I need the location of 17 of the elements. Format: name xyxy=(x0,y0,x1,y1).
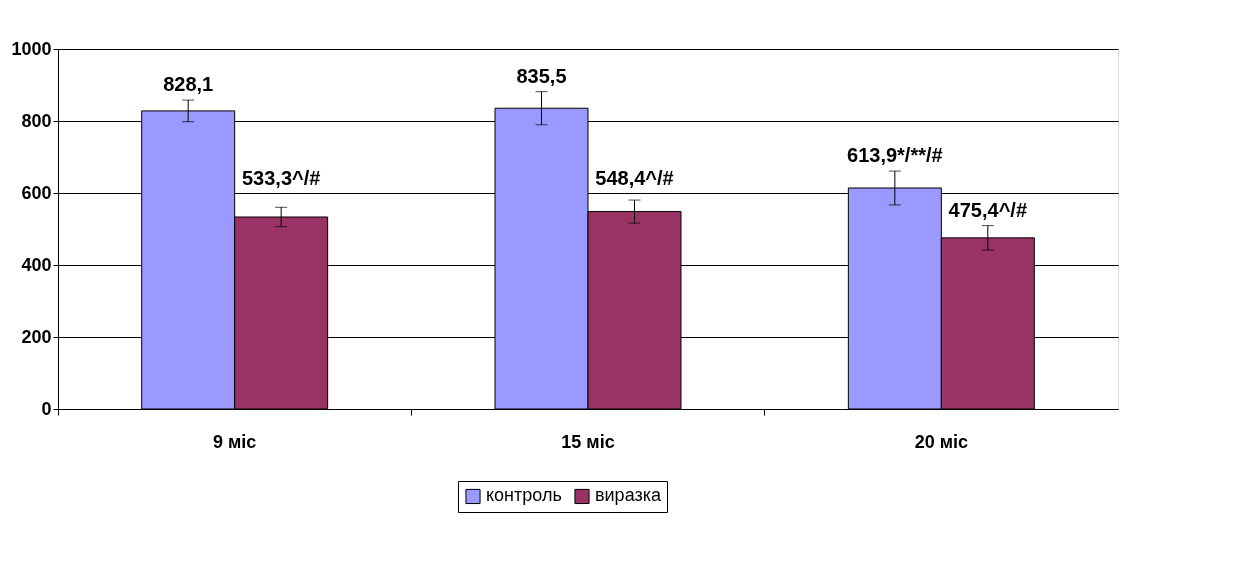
y-tick-label: 400 xyxy=(21,254,52,275)
legend-label: контроль xyxy=(486,485,562,506)
data-label: 548,4^/# xyxy=(595,167,674,189)
y-tick-label: 1000 xyxy=(11,38,52,59)
y-tick-label: 200 xyxy=(21,326,52,347)
x-tick-label: 15 міс xyxy=(561,431,615,452)
data-label: 613,9*/**/# xyxy=(847,144,943,167)
x-tick-label: 9 міс xyxy=(212,431,257,452)
data-label: 475,4^/# xyxy=(948,198,1028,221)
data-label: 533,3^/# xyxy=(241,167,321,189)
y-tick-label: 800 xyxy=(21,110,52,131)
data-label: 828,1 xyxy=(163,73,214,96)
legend-label: виразка xyxy=(595,485,662,506)
data-label: 835,5 xyxy=(516,64,567,87)
x-tick-label: 20 міс xyxy=(914,431,969,452)
y-tick-label: 600 xyxy=(21,182,52,203)
y-tick-label: 0 xyxy=(41,398,52,419)
